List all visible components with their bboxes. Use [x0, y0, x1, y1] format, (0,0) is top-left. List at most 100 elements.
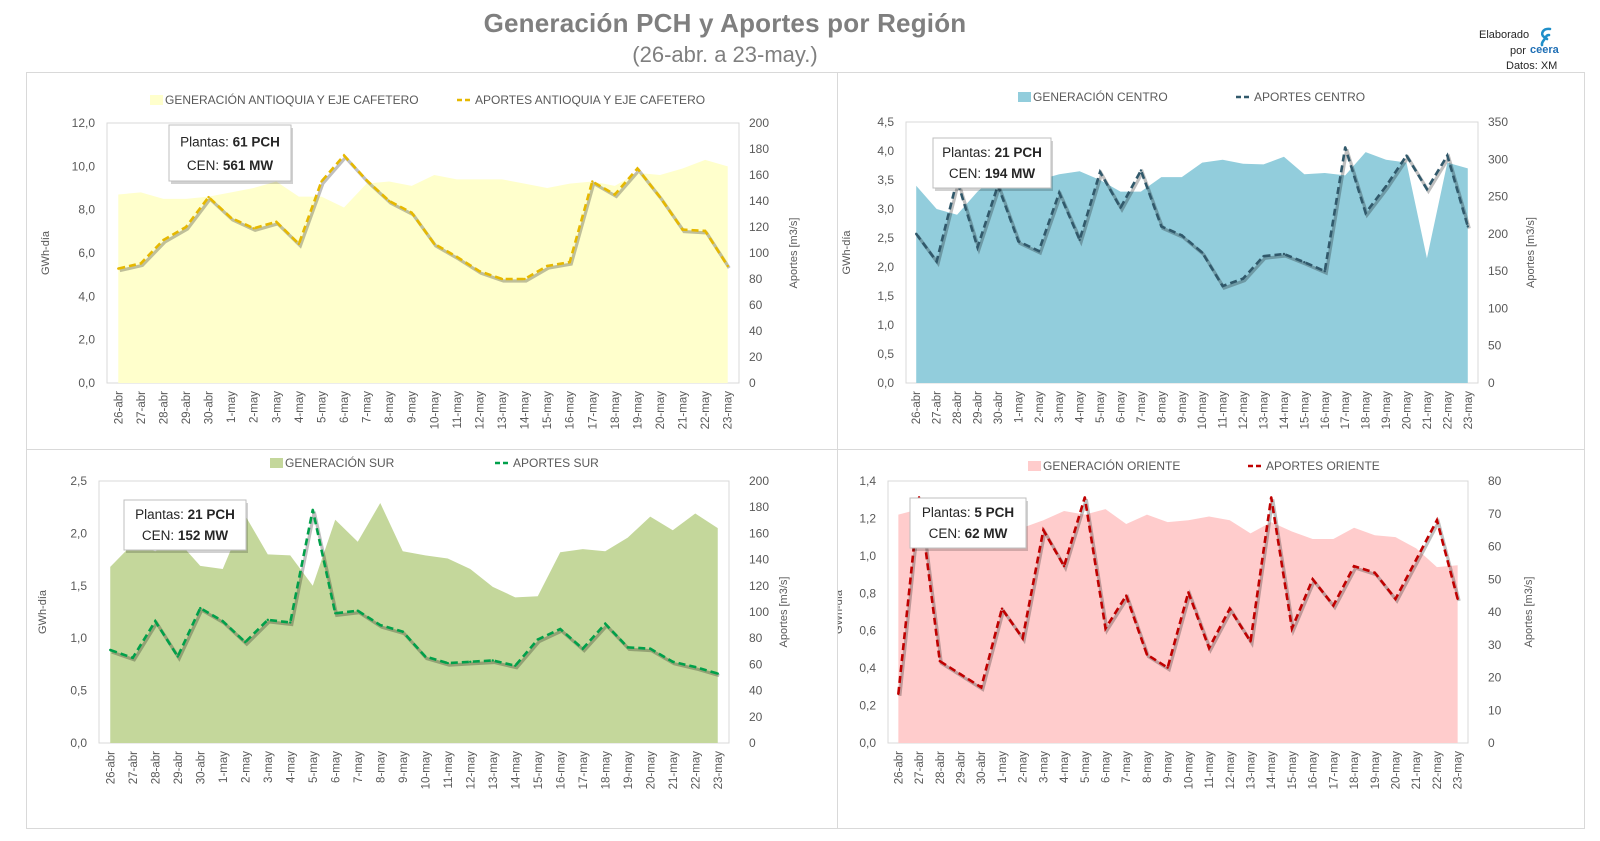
x-tick-label: 2-may: [1034, 391, 1046, 423]
aportes-point: [1446, 154, 1449, 157]
aportes-point: [184, 225, 188, 229]
x-tick-label: 18-may: [600, 751, 612, 790]
plants-count-text: Plantas: 5 PCH: [922, 505, 1014, 520]
x-tick-label: 6-may: [330, 751, 342, 783]
y2-tick-label: 350: [1488, 115, 1508, 129]
aportes-point: [297, 242, 301, 246]
x-tick-label: 2-may: [1018, 751, 1030, 783]
x-tick-label: 9-may: [1163, 751, 1175, 783]
x-tick-label: 5-may: [316, 391, 328, 423]
aportes-point: [581, 647, 584, 650]
aportes-line-shadow: [916, 148, 1471, 291]
aportes-point: [591, 180, 594, 183]
aportes-point: [1166, 666, 1169, 669]
x-tick-label: 14-may: [510, 751, 522, 790]
x-tick-label: 15-may: [1299, 391, 1311, 430]
x-tick-label: 23-may: [713, 751, 725, 790]
aportes-point: [726, 264, 729, 268]
y-tick-label: 0,0: [70, 736, 87, 750]
y2-tick-label: 160: [749, 526, 769, 540]
x-tick-label: 14-may: [520, 391, 532, 430]
aportes-point: [1058, 191, 1061, 195]
aportes-point: [1323, 269, 1326, 273]
x-tick-label: 11-may: [1218, 391, 1230, 429]
aportes-point: [1311, 578, 1314, 581]
aportes-point: [229, 216, 233, 220]
x-tick-label: 15-may: [1287, 751, 1299, 790]
aportes-point: [1228, 607, 1231, 610]
x-tick-label: 10-may: [429, 391, 441, 430]
x-tick-label: 7-may: [1121, 751, 1133, 783]
legend-aportes-label: APORTES ORIENTE: [1266, 459, 1380, 473]
aportes-point: [252, 227, 255, 230]
aportes-point: [1384, 184, 1388, 188]
x-tick-label: 26-abr: [911, 391, 923, 424]
aportes-point: [959, 673, 962, 676]
chart-panel-sur: 0,0 0,5 1,0 1,5 2,0 2,5 0 20 40 60 80 100 120 140 160 1…: [26, 449, 838, 829]
x-tick-label: 29-abr: [181, 391, 193, 424]
y-axis-title: GWh-día: [841, 230, 853, 275]
y2-tick-label: 180: [749, 142, 769, 156]
aportes-point: [500, 277, 504, 281]
aportes-point: [401, 630, 404, 633]
aportes-point: [1394, 597, 1397, 601]
aportes-point: [523, 277, 526, 281]
x-tick-label: 5-may: [1095, 391, 1107, 423]
y2-tick-label: 80: [1488, 474, 1502, 488]
chart-panel-centro: 0,0 0,5 1,0 1,5 2,0 2,5 3,0 3,5 4,0 4,5 0 50 100 150 2…: [837, 72, 1585, 450]
y-tick-label: 4,5: [877, 115, 894, 129]
ceera-logo-icon: [1540, 27, 1552, 47]
x-tick-label: 8-may: [1156, 391, 1168, 423]
x-tick-label: 23-may: [1463, 391, 1475, 430]
y2-tick-label: 0: [1488, 376, 1495, 390]
aportes-point: [478, 270, 481, 273]
y2-tick-label: 120: [749, 220, 769, 234]
x-tick-label: 17-may: [1328, 751, 1340, 790]
x-tick-label: 13-may: [1246, 751, 1258, 790]
x-tick-label: 19-may: [632, 391, 644, 430]
x-tick-label: 5-may: [1080, 751, 1092, 783]
chart-oriente: 0,0 0,2 0,4 0,6 0,8 1,0 1,2 1,4 0 10 20 30 40 50 60 70 8…: [833, 458, 1535, 790]
x-tick-label: 9-may: [407, 391, 419, 423]
y-tick-label: 0,6: [859, 624, 876, 638]
legend-aportes-label: APORTES CENTRO: [1254, 90, 1365, 104]
aportes-point: [1201, 251, 1204, 254]
info-box: [932, 137, 1052, 189]
aportes-line-series: [117, 153, 729, 281]
y-tick-label: 0,0: [78, 376, 95, 390]
y2-tick-label: 60: [749, 298, 763, 312]
x-tick-label: 21-may: [1411, 751, 1423, 790]
aportes-point: [469, 660, 472, 663]
y2-tick-label: 20: [749, 350, 763, 364]
x-tick-label: 15-may: [542, 391, 554, 430]
page-title: Generación PCH y Aportes por Región: [483, 8, 967, 38]
aportes-point: [1180, 234, 1183, 237]
info-box: [168, 124, 292, 182]
aportes-point: [559, 627, 562, 631]
y2-tick-label: 40: [749, 324, 763, 338]
aportes-point: [446, 661, 449, 665]
x-tick-label: 2-may: [240, 751, 252, 783]
y-tick-label: 0,8: [859, 586, 876, 600]
aportes-point: [1262, 255, 1265, 258]
x-tick-label: 20-may: [1391, 751, 1403, 790]
y2-tick-label: 40: [749, 684, 763, 698]
aportes-point: [387, 199, 391, 203]
x-tick-label: 20-may: [645, 751, 657, 790]
x-tick-label: 13-may: [497, 391, 509, 430]
aportes-point: [897, 692, 900, 696]
aportes-point: [613, 193, 617, 196]
legend-generation-label: GENERACIÓN CENTRO: [1033, 89, 1168, 104]
y-tick-label: 4,0: [877, 144, 894, 158]
x-tick-label: 26-abr: [105, 751, 117, 784]
aportes-point: [491, 659, 494, 662]
aportes-point: [289, 621, 292, 624]
aportes-point: [938, 659, 941, 663]
x-tick-label: 10-may: [1197, 391, 1209, 430]
y2-axis-title: Aportes [m3/s]: [1523, 577, 1535, 648]
x-tick-label: 20-may: [655, 391, 667, 430]
aportes-point: [604, 622, 607, 625]
aportes-point: [716, 672, 719, 675]
x-tick-label: 6-may: [1116, 391, 1128, 423]
